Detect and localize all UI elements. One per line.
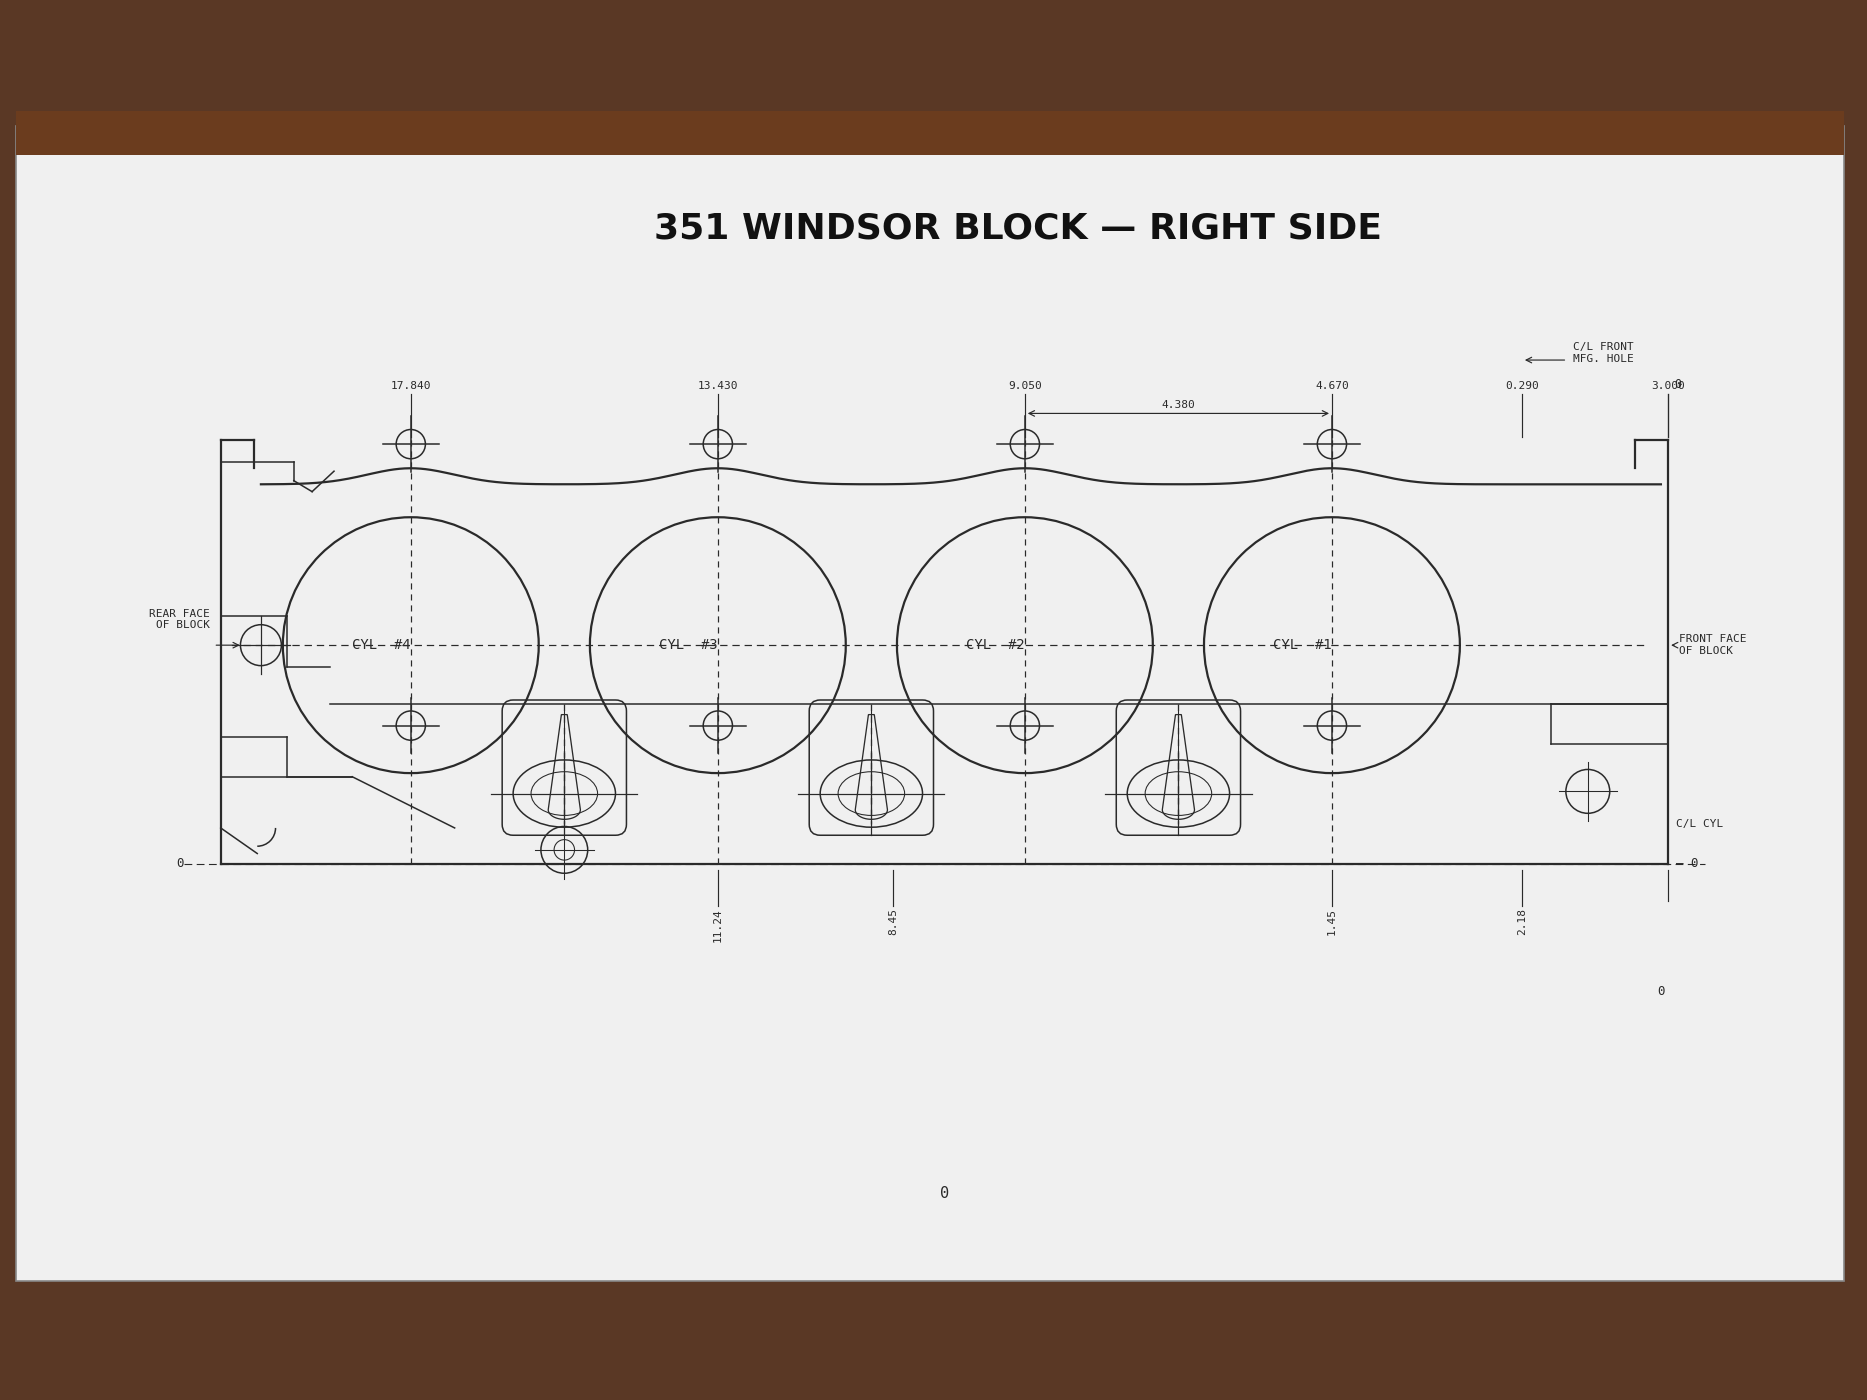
Text: REAR FACE
OF BLOCK: REAR FACE OF BLOCK (149, 609, 209, 630)
Text: — 0: — 0 (1675, 857, 1697, 869)
Text: 0: 0 (177, 857, 185, 869)
Text: 0.290: 0.290 (1505, 381, 1538, 392)
Text: 351 WINDSOR BLOCK — RIGHT SIDE: 351 WINDSOR BLOCK — RIGHT SIDE (653, 211, 1382, 245)
Text: 0: 0 (939, 1186, 948, 1201)
Text: CYL  #3: CYL #3 (659, 638, 719, 652)
Text: CYL  #4: CYL #4 (353, 638, 411, 652)
Text: 9.050: 9.050 (1008, 381, 1042, 392)
Text: C/L CYL: C/L CYL (1675, 819, 1723, 829)
Text: CYL  #1: CYL #1 (1273, 638, 1331, 652)
Text: FRONT FACE
OF BLOCK: FRONT FACE OF BLOCK (1678, 634, 1748, 657)
Text: 13.430: 13.430 (698, 381, 737, 392)
Text: C/L FRONT
MFG. HOLE: C/L FRONT MFG. HOLE (1574, 342, 1634, 364)
Text: 11.24: 11.24 (713, 909, 723, 942)
Text: 1.45: 1.45 (1327, 909, 1337, 935)
Text: 3.000: 3.000 (1650, 381, 1686, 392)
Text: 0: 0 (1675, 378, 1680, 392)
Text: 4.670: 4.670 (1314, 381, 1348, 392)
Text: 8.45: 8.45 (889, 909, 898, 935)
Text: 2.18: 2.18 (1518, 909, 1527, 935)
Text: 0: 0 (1658, 986, 1665, 998)
Text: CYL  #2: CYL #2 (967, 638, 1025, 652)
Bar (17, 112, 1845, 155)
Text: 17.840: 17.840 (390, 381, 431, 392)
FancyBboxPatch shape (17, 126, 1845, 1281)
Text: 4.380: 4.380 (1161, 400, 1195, 410)
